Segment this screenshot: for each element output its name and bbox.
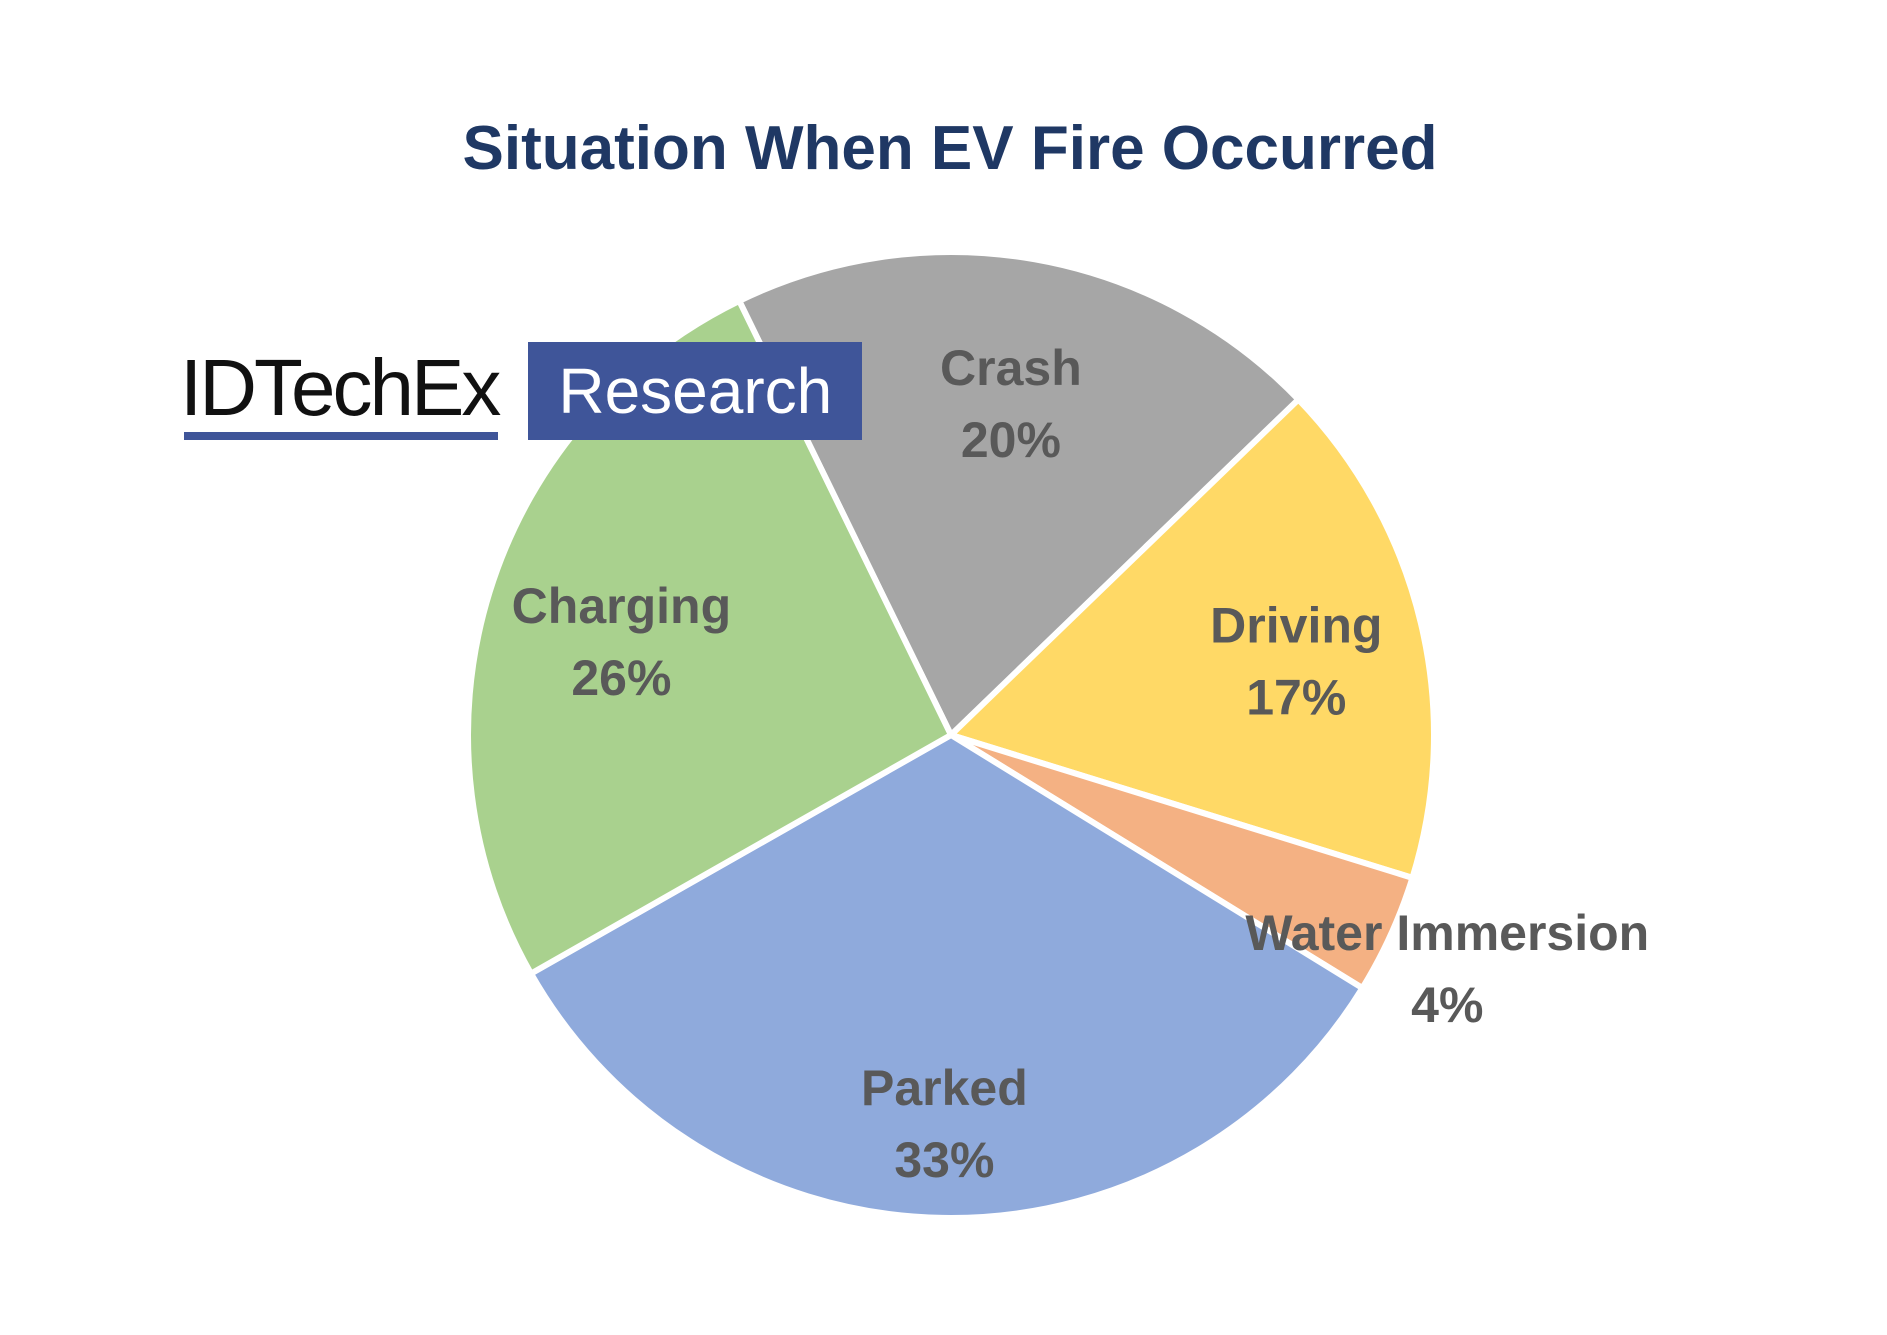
pie-slice-driving <box>948 396 1437 881</box>
slice-value-charging: 26% <box>571 650 671 706</box>
logo-name: IDTechEx <box>180 343 501 432</box>
slice-value-driving: 17% <box>1246 670 1346 726</box>
idtechex-logo: IDTechEx Research <box>180 342 863 442</box>
slice-label-crash: Crash <box>940 340 1082 396</box>
slice-value-crash: 20% <box>961 412 1061 468</box>
slice-label-charging: Charging <box>512 578 731 634</box>
pie-slice-crash <box>736 249 1302 738</box>
logo-research-box: Research <box>528 342 863 440</box>
pie-slices <box>465 249 1437 1221</box>
slice-value-parked: 33% <box>894 1132 994 1188</box>
slice-value-water-immersion: 4% <box>1411 977 1483 1033</box>
chart-title: Situation When EV Fire Occurred <box>463 114 1438 183</box>
logo-underline <box>184 432 499 440</box>
slice-label-driving: Driving <box>1210 598 1382 654</box>
logo-wordmark: IDTechEx <box>180 342 501 442</box>
pie-labels: Crash 20% Driving 17% Water Immersion 4% Parke… <box>512 340 1650 1188</box>
slice-label-water-immersion: Water Immersion <box>1245 905 1649 961</box>
logo-research-text: Research <box>558 355 833 427</box>
slice-label-parked: Parked <box>861 1060 1028 1116</box>
